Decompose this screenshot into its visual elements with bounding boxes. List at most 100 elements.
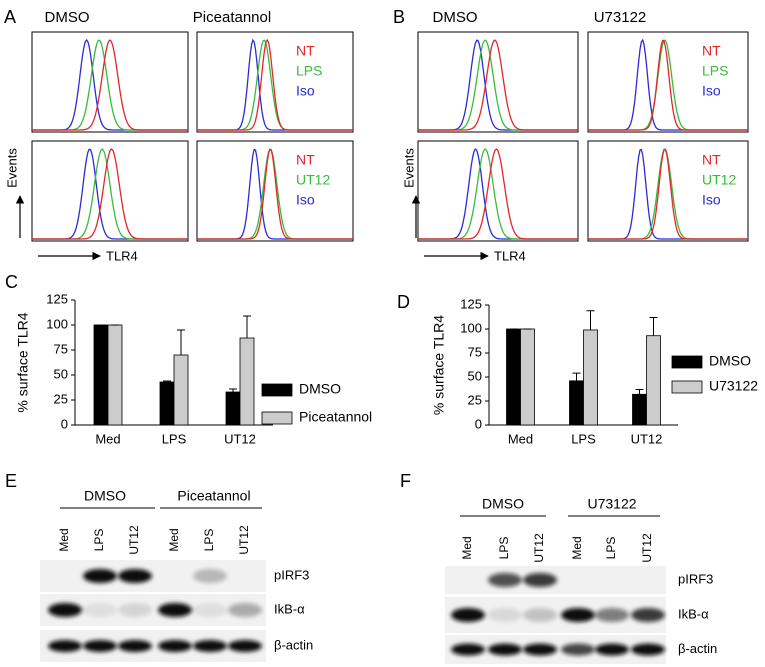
x-tick-label: UT12 (224, 431, 256, 446)
error-bar (229, 388, 237, 392)
histogram-curve (418, 39, 578, 131)
blot-band (83, 640, 117, 652)
y-tick-label: 100 (46, 316, 68, 331)
y-tick-label: 75 (54, 341, 68, 356)
blot-band (451, 608, 485, 622)
legend-label: Iso (702, 192, 721, 208)
blot-strip (40, 560, 266, 592)
legend-label: NT (296, 152, 315, 168)
histogram-curve (418, 148, 578, 240)
bar (506, 328, 521, 426)
bar (225, 391, 241, 426)
histogram-curve (32, 148, 188, 240)
x-axis-label: TLR4 (494, 248, 526, 263)
blot-band (451, 643, 485, 656)
y-tick-label: 25 (54, 391, 68, 406)
histogram-curve (32, 39, 188, 131)
histogram-frame (417, 140, 579, 242)
panel-letter: A (4, 7, 16, 27)
lane-label: LPS (497, 537, 511, 560)
histogram-curve (32, 38, 188, 131)
lane-label: UT12 (532, 533, 546, 563)
blot-band (193, 569, 227, 583)
lane-label: UT12 (640, 533, 654, 563)
blot-band (83, 603, 117, 617)
legend-label: NT (702, 43, 721, 59)
blot-band (631, 643, 665, 656)
histogram-curve (197, 148, 353, 240)
group-label: DMSO (482, 496, 524, 512)
y-tick-label: 100 (460, 320, 482, 335)
y-tick-label: 125 (460, 296, 482, 311)
y-axis-label: % surface TLR4 (15, 312, 31, 412)
blot-band (523, 643, 557, 656)
histogram-curve (32, 148, 188, 240)
panel-letter: F (400, 471, 411, 491)
bar (632, 393, 647, 426)
condition-title: Piceatannol (193, 9, 271, 26)
blot-band (193, 603, 227, 617)
blot-band (631, 608, 665, 622)
x-tick-label: Med (95, 431, 120, 446)
condition-title: U73122 (594, 9, 647, 26)
blot-band (228, 603, 262, 617)
bar (569, 380, 584, 426)
histogram-frame (196, 31, 354, 133)
blot-band (523, 608, 557, 622)
row-label: β-actin (274, 637, 313, 652)
blot-band (561, 643, 595, 656)
bar (646, 335, 661, 426)
blot-band (118, 569, 152, 583)
legend-label: DMSO (299, 381, 341, 397)
bar (107, 324, 123, 426)
legend-label: NT (702, 152, 721, 168)
legend-swatch (261, 411, 293, 425)
row-label: IkB-α (678, 606, 709, 621)
error-bar (586, 310, 595, 330)
panel-letter: B (393, 7, 405, 27)
x-tick-label: LPS (571, 431, 596, 446)
histogram-curve (197, 39, 353, 131)
y-axis-label: Events (401, 148, 416, 188)
histogram-curve (588, 148, 748, 240)
group-label: DMSO (84, 488, 126, 504)
y-tick-label: 25 (468, 392, 482, 407)
lane-label: LPS (92, 529, 106, 552)
lane-label: LPS (604, 537, 618, 560)
histogram-curve (32, 148, 188, 240)
blot-band (158, 640, 192, 652)
legend-label: Iso (296, 83, 315, 99)
legend-label: DMSO (709, 353, 751, 369)
bar (239, 337, 255, 426)
y-axis-label: % surface TLR4 (431, 315, 447, 415)
blot-band (595, 608, 629, 622)
y-axis-label: Events (4, 148, 19, 188)
histogram-frame (31, 140, 189, 242)
histogram-frame (31, 31, 189, 133)
blot-band (48, 603, 82, 617)
histogram-frame (196, 140, 354, 242)
lane-label: Med (57, 528, 71, 551)
y-tick-label: 0 (61, 416, 68, 431)
legend-label: LPS (702, 63, 728, 79)
legend-label: UT12 (702, 172, 736, 188)
bar (520, 328, 535, 426)
y-tick-label: 50 (468, 368, 482, 383)
panel-letter: E (5, 471, 17, 491)
panel-letter: C (5, 272, 18, 292)
blot-band (523, 573, 557, 587)
x-tick-label: LPS (162, 431, 187, 446)
blot-band (48, 640, 82, 652)
error-bar (635, 388, 644, 395)
y-tick-label: 125 (46, 291, 68, 306)
lane-label: LPS (202, 529, 216, 552)
legend-label: Piceatannol (299, 409, 372, 425)
row-label: IkB-α (274, 601, 305, 616)
histogram-curve (418, 39, 578, 131)
histogram-curve (197, 38, 353, 131)
x-tick-label: Med (508, 431, 533, 446)
blot-band (595, 643, 629, 656)
legend-label: Iso (702, 83, 721, 99)
histogram-curve (588, 39, 748, 131)
lane-label: Med (570, 536, 584, 559)
